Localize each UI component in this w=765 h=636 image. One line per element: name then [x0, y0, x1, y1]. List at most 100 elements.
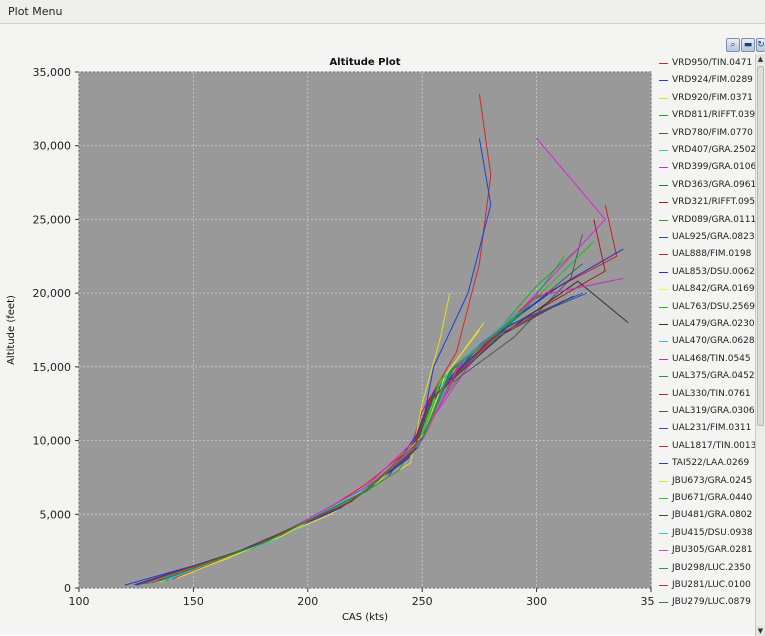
legend-item[interactable]: UAL1817/TIN.0013: [655, 440, 755, 454]
legend-swatch: [659, 289, 668, 291]
legend-item[interactable]: VRD780/FIM.0770: [655, 127, 755, 141]
legend-label: JBU298/LUC.2350: [672, 562, 751, 573]
legend-item[interactable]: UAL468/TIN.0545: [655, 353, 755, 367]
chart-title: Altitude Plot: [329, 57, 400, 68]
legend-label: JBU415/DSU.0938: [672, 527, 753, 538]
plot-menu[interactable]: Plot Menu: [8, 5, 63, 18]
legend-item[interactable]: UAL763/DSU.2569: [655, 301, 755, 315]
x-tick-label: 250: [412, 595, 433, 608]
menu-bar: Plot Menu: [0, 0, 765, 24]
legend-item[interactable]: JBU671/GRA.0440: [655, 492, 755, 506]
legend-label: UAL842/GRA.0169: [672, 284, 755, 295]
x-tick-label: 150: [183, 595, 204, 608]
legend-label: JBU671/GRA.0440: [672, 493, 753, 503]
legend-swatch: [659, 445, 668, 447]
legend-swatch: [659, 550, 668, 552]
legend-swatch: [659, 115, 668, 117]
legend-item[interactable]: JBU281/LUC.0100: [655, 579, 755, 593]
y-tick-label: 30,000: [33, 140, 72, 153]
legend-label: UAL888/FIM.0198: [672, 249, 752, 260]
legend-item[interactable]: VRD407/GRA.2502: [655, 144, 755, 158]
refresh-icon[interactable]: ↻: [756, 38, 765, 52]
legend-item[interactable]: VRD920/FIM.0371: [655, 92, 755, 106]
legend-item[interactable]: UAL479/GRA.0230: [655, 318, 755, 332]
legend-item[interactable]: JBU673/GRA.0245: [655, 475, 755, 489]
y-tick-label: 35,000: [33, 66, 72, 79]
legend-label: JBU279/LUC.0879: [672, 597, 751, 608]
scroll-thumb[interactable]: [757, 66, 764, 426]
legend-item[interactable]: VRD950/TIN.0471: [655, 57, 755, 71]
legend-swatch: [659, 271, 668, 273]
legend-item[interactable]: UAL319/GRA.0306: [655, 405, 755, 419]
legend-item[interactable]: JBU415/DSU.0938: [655, 527, 755, 541]
legend-label: UAL375/GRA.0452: [672, 371, 755, 382]
legend-label: VRD924/FIM.0289: [672, 75, 753, 86]
legend-label: JBU305/GAR.0281: [672, 545, 753, 556]
legend-label: VRD950/TIN.0471: [672, 58, 753, 68]
legend-swatch: [659, 358, 668, 360]
legend-swatch: [659, 376, 668, 378]
zoom-in-icon[interactable]: ⌕: [726, 38, 740, 52]
legend-swatch: [659, 602, 668, 604]
legend-swatch: [659, 80, 668, 82]
legend-item[interactable]: JBU481/GRA.0802: [655, 509, 755, 523]
x-tick-label: 300: [526, 595, 547, 608]
x-axis-label: CAS (kts): [342, 612, 388, 623]
legend-item[interactable]: VRD321/RIFFT.0955: [655, 196, 755, 210]
legend-item[interactable]: JBU305/GAR.0281: [655, 544, 755, 558]
legend-label: VRD399/GRA.0106: [672, 162, 755, 173]
legend-item[interactable]: UAL375/GRA.0452: [655, 370, 755, 384]
legend-swatch: [659, 532, 668, 534]
legend-swatch: [659, 341, 668, 343]
legend-swatch: [659, 498, 668, 499]
legend-label: VRD407/GRA.2502: [672, 145, 755, 155]
legend-label: VRD780/FIM.0770: [672, 127, 753, 138]
scroll-down-icon[interactable]: ▼: [756, 626, 765, 636]
legend-label: VRD089/GRA.0111: [672, 214, 755, 225]
legend-swatch: [659, 132, 668, 134]
legend-swatch: [659, 393, 668, 395]
x-tick-label: 200: [297, 595, 318, 608]
legend-item[interactable]: UAL853/DSU.0062: [655, 266, 755, 280]
legend-swatch: [659, 463, 668, 465]
legend-item[interactable]: VRD363/GRA.0961: [655, 179, 755, 193]
y-tick-label: 20,000: [33, 287, 72, 300]
legend-item[interactable]: JBU279/LUC.0879: [655, 596, 755, 610]
legend-label: UAL853/DSU.0062: [672, 266, 755, 277]
legend-item[interactable]: UAL470/GRA.0628: [655, 335, 755, 349]
legend-swatch: [659, 63, 668, 64]
legend-label: UAL319/GRA.0306: [672, 406, 755, 416]
legend-swatch: [659, 167, 668, 169]
legend-item[interactable]: VRD399/GRA.0106: [655, 161, 755, 175]
legend-label: VRD920/FIM.0371: [672, 92, 753, 103]
legend-scrollbar[interactable]: ▲ ▼: [755, 54, 765, 636]
save-icon[interactable]: ▬: [741, 38, 755, 52]
legend-item[interactable]: VRD811/RIFFT.0392: [655, 109, 755, 123]
legend-item[interactable]: UAL842/GRA.0169: [655, 283, 755, 297]
legend-item[interactable]: UAL231/FIM.0311: [655, 422, 755, 436]
legend-item[interactable]: VRD089/GRA.0111: [655, 214, 755, 228]
scroll-up-icon[interactable]: ▲: [756, 54, 765, 64]
legend-label: UAL330/TIN.0761: [672, 388, 751, 399]
legend-swatch: [659, 254, 668, 256]
legend-item[interactable]: JBU298/LUC.2350: [655, 562, 755, 576]
legend-label: TAI522/LAA.0269: [672, 458, 750, 469]
legend-swatch: [659, 150, 668, 151]
legend-item[interactable]: UAL925/GRA.0823: [655, 231, 755, 245]
legend-item[interactable]: UAL888/FIM.0198: [655, 248, 755, 262]
legend-item[interactable]: TAI522/LAA.0269: [655, 457, 755, 471]
legend-label: UAL470/GRA.0628: [672, 336, 755, 347]
legend-swatch: [659, 202, 668, 204]
legend-item[interactable]: UAL330/TIN.0761: [655, 388, 755, 402]
plot-panel: 100 150 200 250 300 350 0 5,000 10,000 15,000 20,0…: [0, 24, 765, 636]
legend-item[interactable]: VRD924/FIM.0289: [655, 74, 755, 88]
y-axis-label: Altitude (feet): [6, 295, 17, 365]
legend-swatch: [659, 411, 668, 412]
altitude-chart: 100 150 200 250 300 350 0 5,000 10,000 15,000 20,0…: [6, 57, 655, 623]
legend-swatch: [659, 428, 668, 430]
legend-label: UAL468/TIN.0545: [672, 353, 751, 364]
legend-swatch: [659, 306, 668, 308]
series-line: [156, 311, 524, 582]
legend-label: UAL1817/TIN.0013: [672, 440, 755, 451]
y-tick-label: 0: [64, 582, 71, 595]
